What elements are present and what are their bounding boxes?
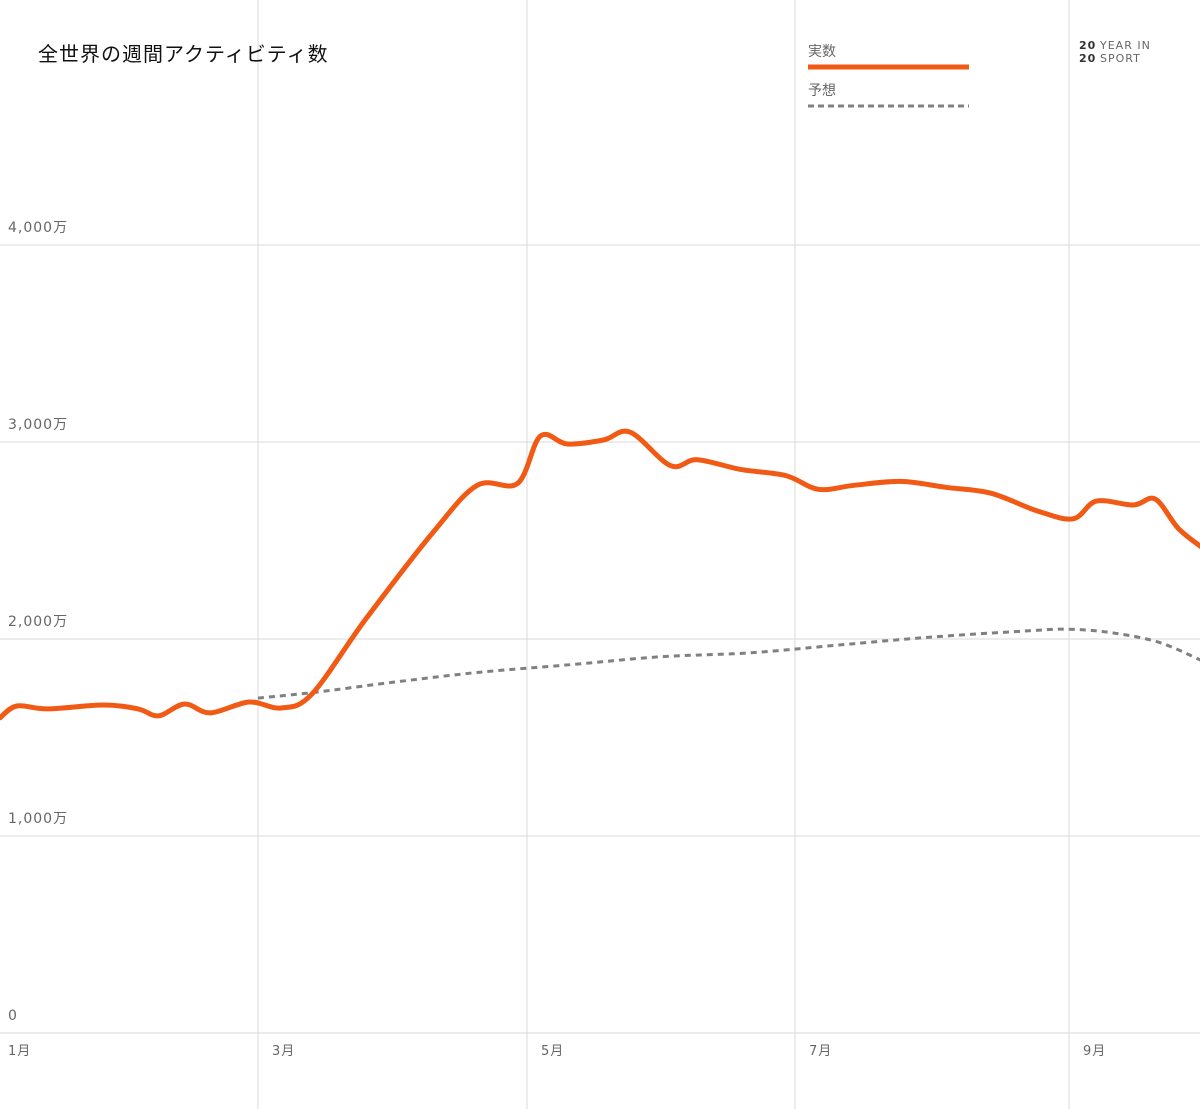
- x-axis-ticks: 1月 3月 5月 7月 9月: [8, 1044, 1106, 1059]
- y-tick-label: 0: [8, 1008, 18, 1024]
- x-tick-label: 1月: [8, 1044, 31, 1059]
- y-tick-label: 4,000万: [8, 220, 68, 236]
- brand-text-top: YEAR IN: [1099, 39, 1151, 52]
- brand-year-bottom: 20: [1079, 52, 1096, 65]
- x-tick-label: 5月: [541, 1044, 564, 1059]
- brand-logo: 20 YEAR IN 20 SPORT: [1079, 39, 1151, 65]
- legend-label-forecast: 予想: [808, 83, 836, 99]
- y-tick-label: 1,000万: [8, 811, 68, 827]
- brand-year-top: 20: [1079, 39, 1096, 52]
- chart-title: 全世界の週間アクティビティ数: [38, 42, 329, 66]
- series-line-actual: [0, 428, 1200, 721]
- legend: 実数 予想: [808, 44, 969, 108]
- y-tick-label: 2,000万: [8, 614, 68, 630]
- x-tick-label: 3月: [272, 1044, 295, 1059]
- x-tick-label: 9月: [1083, 1044, 1106, 1059]
- series-line-forecast: [257, 627, 1200, 700]
- legend-label-actual: 実数: [808, 44, 836, 60]
- y-axis-ticks: 0 1,000万 2,000万 3,000万 4,000万: [8, 220, 68, 1024]
- brand-text-bottom: SPORT: [1100, 52, 1141, 65]
- series-lines: [0, 428, 1200, 721]
- x-tick-label: 7月: [809, 1044, 832, 1059]
- y-tick-label: 3,000万: [8, 417, 68, 433]
